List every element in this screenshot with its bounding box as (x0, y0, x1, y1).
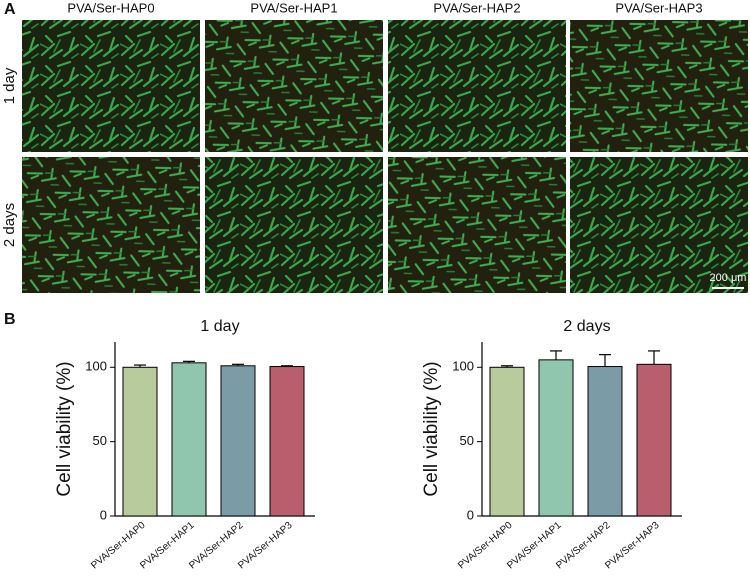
micrographs: PVA/Ser-HAP0 PVA/Ser-HAP1 PVA/Ser-HAP2 PVA/… (1, 0, 748, 293)
micrograph (388, 157, 566, 293)
column-label: PVA/Ser-HAP1 (250, 0, 337, 15)
y-tick-label: 50 (460, 433, 474, 448)
chart-title: 1 day (200, 318, 239, 335)
chart-title: 2 days (563, 318, 610, 335)
column-label: PVA/Ser-HAP3 (615, 0, 702, 15)
x-tick-label: PVA/Ser-HAP3 (236, 520, 295, 572)
bar (122, 366, 158, 517)
micrograph (205, 20, 383, 152)
micrograph (570, 20, 748, 152)
micrograph (22, 20, 200, 152)
y-axis-label: Cell viability (%) (54, 361, 75, 496)
panel-label: A (4, 1, 16, 18)
micrograph (205, 157, 383, 293)
panel-label: B (4, 311, 16, 328)
bar (171, 362, 207, 517)
bar (489, 366, 525, 517)
micrograph (388, 20, 566, 152)
bar (269, 366, 305, 517)
y-tick-label: 0 (100, 507, 107, 522)
y-axis-label: Cell viability (%) (421, 361, 442, 496)
y-tick-label: 100 (452, 359, 474, 374)
row-label: 2 days (1, 203, 18, 247)
bar (538, 359, 574, 517)
x-tick-label: PVA/Ser-HAP3 (603, 520, 662, 572)
y-tick-label: 0 (467, 507, 474, 522)
scale-bar-label: 200 μm (710, 272, 747, 284)
charts: 1 day Cell viability (%) 0 50 100 PVA/Ser-HAP… (54, 318, 682, 571)
bar (587, 366, 623, 517)
bar (220, 365, 256, 517)
y-tick-label: 50 (93, 433, 107, 448)
micrograph (570, 157, 748, 293)
row-label: 1 day (1, 67, 18, 104)
micrograph (22, 157, 200, 293)
column-label: PVA/Ser-HAP2 (433, 0, 520, 15)
bar (636, 363, 672, 517)
y-tick-label: 100 (85, 359, 107, 374)
column-label: PVA/Ser-HAP0 (67, 0, 154, 15)
